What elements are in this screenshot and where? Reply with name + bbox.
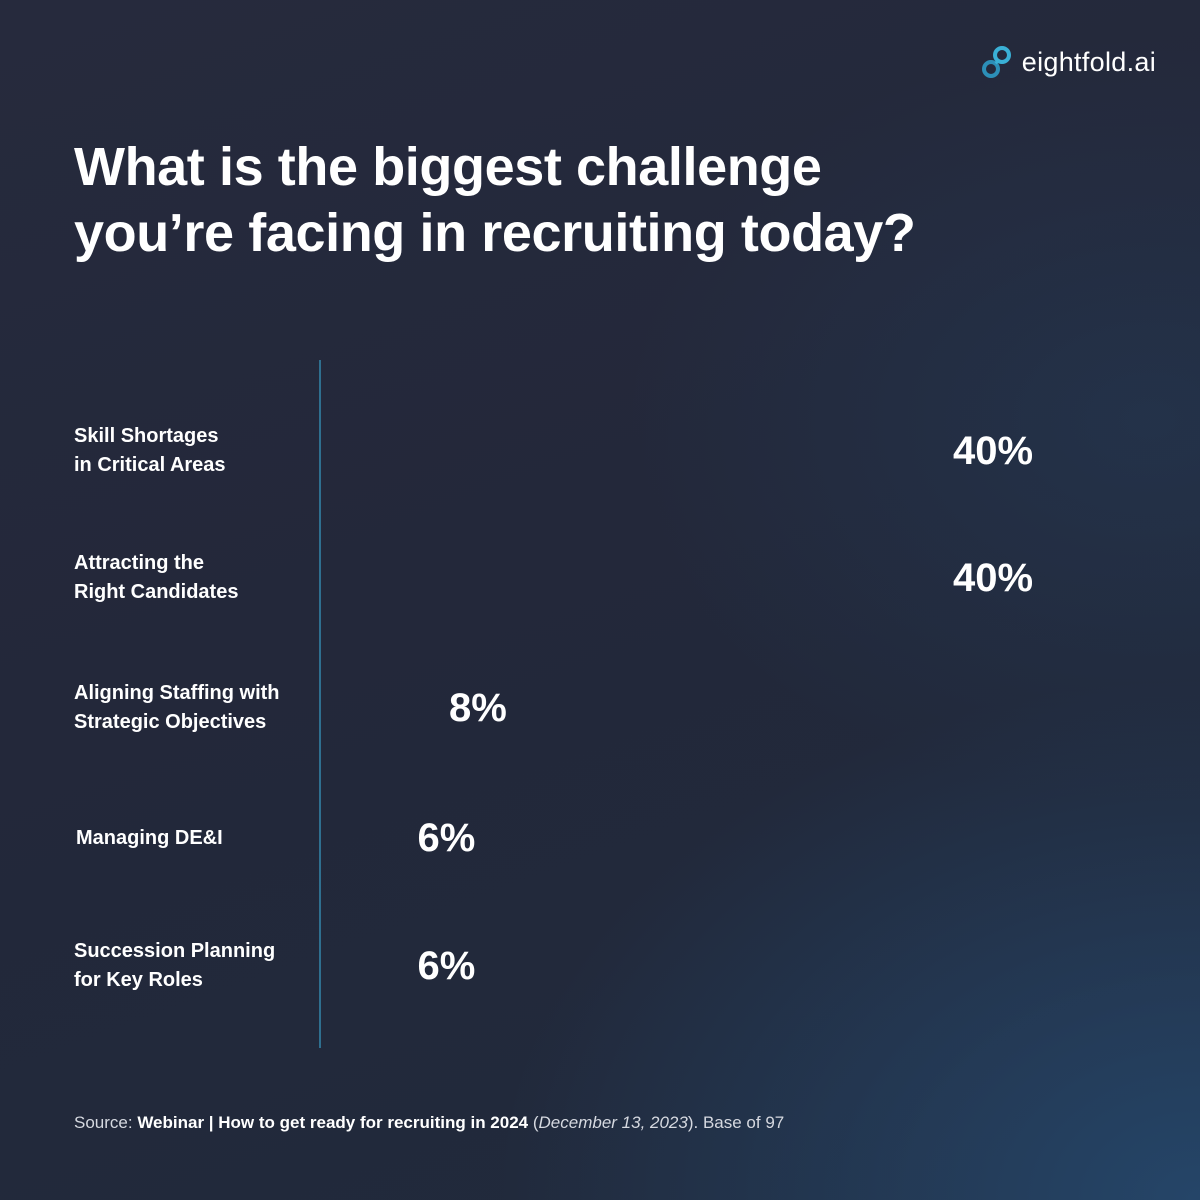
bar — [321, 419, 951, 483]
category-label-line: in Critical Areas — [74, 454, 226, 476]
source-suffix: ). Base of 97 — [687, 1113, 785, 1132]
category-label: Attracting the Right Candidates — [74, 549, 314, 607]
source-open-paren: ( — [528, 1113, 539, 1132]
category-label: Aligning Staffing with Strategic Objectiv… — [74, 679, 314, 737]
category-label-line: Strategic Objectives — [74, 711, 267, 733]
category-label: Skill Shortages in Critical Areas — [74, 422, 314, 480]
category-label-line: Aligning Staffing with — [74, 682, 280, 704]
value-label: 40% — [953, 429, 1034, 473]
category-label-line: Succession Planning — [74, 940, 276, 962]
category-label: Succession Planning for Key Roles — [74, 937, 314, 995]
linked-rings-icon — [981, 46, 1011, 78]
brand-name: eightfold.ai — [1021, 46, 1156, 77]
category-label: Managing DE&I — [76, 824, 316, 853]
bar — [321, 806, 416, 870]
title-line: What is the biggest challenge — [74, 137, 822, 197]
category-label-line: Skill Shortages — [74, 425, 219, 447]
source-note: Source: Webinar | How to get ready for r… — [74, 1112, 784, 1134]
source-title: Webinar | How to get ready for recruitin… — [137, 1113, 529, 1132]
title-line: you’re facing in recruiting today? — [74, 203, 916, 263]
bar — [321, 934, 416, 998]
brand-logo: eightfold.ai — [980, 44, 1156, 80]
category-label-line: Attracting the — [74, 552, 204, 574]
source-date: December 13, 2023 — [538, 1113, 688, 1132]
value-label: 8% — [449, 686, 507, 730]
value-label: 40% — [953, 556, 1034, 600]
bar — [321, 546, 951, 610]
chart-title: What is the biggest challenge you’re fac… — [74, 134, 1074, 266]
value-label: 6% — [417, 816, 476, 860]
source-prefix: Source: — [74, 1113, 138, 1132]
category-label-line: for Key Roles — [74, 969, 203, 991]
bar-group — [321, 419, 951, 998]
category-label-line: Right Candidates — [74, 581, 239, 603]
value-label: 6% — [417, 944, 476, 988]
category-label-line: Managing DE&I — [76, 826, 223, 849]
bar — [321, 676, 447, 740]
